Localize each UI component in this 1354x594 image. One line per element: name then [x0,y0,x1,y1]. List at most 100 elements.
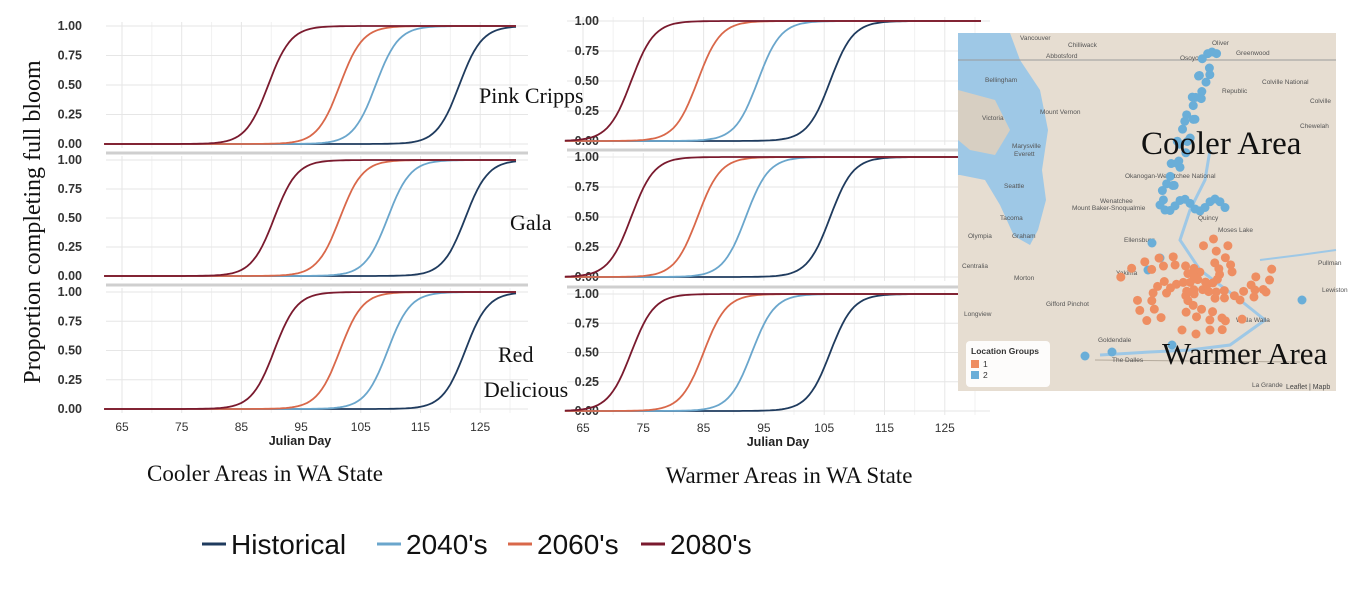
y-tick-label: 0.75 [575,180,599,194]
map-dot-cooler [1175,162,1185,172]
map-dot-warmer [1267,264,1277,274]
map-place-label: Gifford Pinchot [1046,301,1089,308]
y-tick-label: 1.00 [575,150,599,164]
y-tick-label: 0.00 [58,402,82,416]
map-dot-warmer [1198,241,1208,251]
y-tick-label: 0.75 [58,49,82,63]
panel-label: Pink Cripps [479,83,584,108]
map-legend-title: Location Groups [971,346,1039,356]
map-dot-warmer [1189,289,1199,299]
map-dot-warmer [1204,287,1214,297]
map-dot-warmer [1147,296,1157,306]
x-tick-label: 65 [115,420,129,434]
map-dot-cooler [1180,116,1190,126]
panel-label: Gala [510,210,552,235]
panel-label-line-1: Red [498,342,533,367]
map-legend-box [966,341,1050,387]
map-dot-cooler [1201,77,1211,87]
series-line-2080s [104,291,516,410]
map-dot-warmer [1142,316,1152,326]
series-line-historical [104,160,517,277]
map-legend-label-2: 2 [983,370,988,380]
map-dot-warmer [1153,281,1163,291]
y-tick-label: 0.75 [575,316,599,330]
map-dot-warmer [1188,300,1198,310]
x-tick-label: 115 [875,421,894,435]
map-warmer-area-label: Warmer Area [1162,336,1328,371]
map-dot-warmer [1197,304,1207,314]
map-dot-warmer [1237,314,1247,324]
map-place-label: Greenwood [1236,50,1270,57]
map-place-label: Colville [1310,98,1331,105]
map-dot-cooler [1157,186,1167,196]
vancouver-island [958,90,1010,155]
map-dot-warmer [1132,295,1142,305]
warmer-chart: 0.000.250.500.751.000.000.250.500.751.00… [564,14,990,449]
map-place-label: Abbotsford [1046,53,1078,60]
map-dot-warmer [1249,292,1259,302]
map-place-label: Osoyoos [1180,55,1206,62]
y-tick-label: 0.00 [58,137,82,151]
map-dot-warmer [1159,277,1169,287]
map-place-label: Republic [1222,88,1248,95]
left-chart-title: Cooler Areas in WA State [147,461,383,486]
series-line-2080s [564,293,981,412]
map-dot-warmer [1156,313,1166,323]
map-dot-warmer [1140,257,1150,267]
map-dot-cooler [1165,171,1175,181]
x-axis-label: Julian Day [747,435,810,449]
map-dot-cooler [1194,71,1204,81]
map-place-label: The Dalles [1112,357,1144,364]
map-dot-cooler [1205,70,1215,80]
y-tick-label: 0.25 [58,240,82,254]
map-dot-cooler [1107,347,1117,357]
panel-gala: 0.000.250.500.751.00 [564,148,990,284]
map-dot-cooler [1196,94,1206,104]
legend-item: 2040's [377,529,488,560]
inlet [1008,59,1032,181]
map-place-label: Everett [1014,151,1035,158]
y-tick-label: 0.75 [58,314,82,328]
map-dot-cooler [1178,124,1188,134]
map-dot-cooler [1147,238,1157,248]
right-chart-title: Warmer Areas in WA State [666,463,913,488]
y-tick-label: 1.00 [58,19,82,33]
map-dot-cooler [1220,203,1230,213]
map-place-label: Marysville [1012,143,1041,150]
map-dot-cooler [1204,63,1214,73]
panel-gala: 0.00 0.25 0.50 0.75 1.00 Gala [58,151,552,283]
map-dot-cooler [1212,49,1222,59]
map-dot-cooler [1188,101,1198,111]
map-place-label: Graham [1012,233,1035,240]
map-dot-warmer [1265,275,1275,285]
map-place-label: Seattle [1004,183,1025,190]
legend: Historical 2040's 2060's 2080's [202,529,752,560]
map-legend-label-1: 1 [983,359,988,369]
y-tick-label: 0.25 [575,104,599,118]
map-place-label: Oliver [1212,40,1230,47]
map-dot-warmer [1135,305,1145,315]
y-tick-label: 0.25 [575,375,599,389]
map-dot-warmer [1227,267,1237,277]
map-dot-warmer [1250,285,1260,295]
map-dot-cooler [1197,86,1207,96]
x-tick-label: 75 [637,421,651,435]
legend-item: Historical [202,529,346,560]
series-line-2080s [104,159,516,277]
map-dot-warmer [1226,260,1236,270]
state-border [1094,359,1301,363]
map-dot-cooler [1167,340,1177,350]
map-place-label: Bellingham [985,77,1017,84]
y-tick-label: 0.50 [575,210,599,224]
map-place-label: Chewelah [1300,123,1329,130]
map-dot-warmer [1205,325,1215,335]
map-dot-warmer [1168,252,1178,262]
map-dot-warmer [1181,261,1191,271]
panel-pink-cripps: 0.00 0.25 0.50 0.75 1.00 Pink Cripps [58,19,584,151]
map-place-label: Vancouver [1020,35,1051,42]
x-tick-label: 125 [935,421,955,435]
legend-item: 2080's [641,529,752,560]
map-dot-cooler [1297,295,1307,305]
